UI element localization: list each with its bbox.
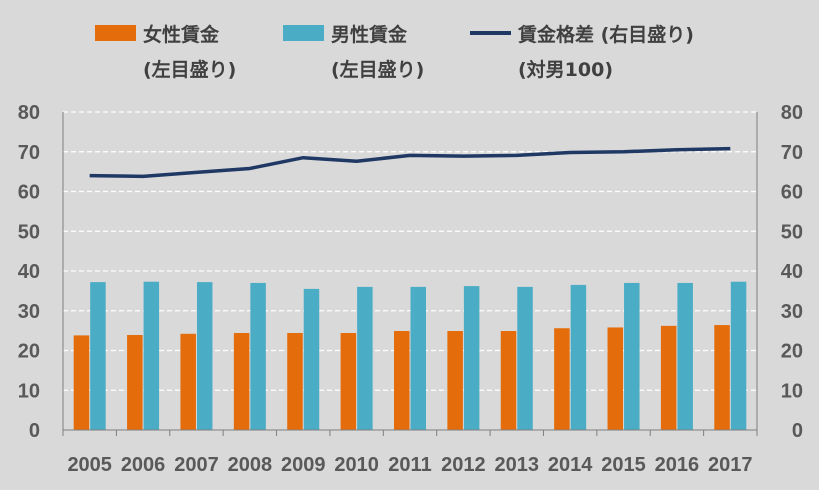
x-tick-label-2009: 2009 <box>281 454 326 476</box>
bar-male-2005 <box>90 282 106 430</box>
bar-male-2017 <box>730 281 747 430</box>
bar-female-2010 <box>340 333 357 430</box>
y-right-tick-40: 40 <box>781 261 803 283</box>
legend-sublabel-male: (左目盛り) <box>331 58 424 81</box>
y-left-tick-60: 60 <box>18 182 40 204</box>
y-right-tick-50: 50 <box>781 221 803 243</box>
x-tick-label-2005: 2005 <box>67 454 112 476</box>
y-right-tick-60: 60 <box>781 182 803 204</box>
y-left-tick-80: 80 <box>18 102 40 124</box>
x-tick-label-2011: 2011 <box>388 454 431 476</box>
bar-male-2010 <box>357 286 373 430</box>
x-tick-label-2016: 2016 <box>655 454 700 476</box>
bar-female-2012 <box>447 331 463 430</box>
bar-male-2015 <box>624 282 640 430</box>
y-left-tick-10: 10 <box>18 380 40 402</box>
bar-female-2009 <box>287 333 303 430</box>
x-tick-label-2010: 2010 <box>334 454 379 476</box>
y-right-tick-20: 20 <box>781 341 803 363</box>
x-tick-label-2008: 2008 <box>228 454 273 476</box>
axes: 0 10 20 30 40 50 60 70 80 0 10 20 30 40 50 60 70 80 2005 20… <box>18 102 803 476</box>
bar-female-2013 <box>500 331 517 430</box>
y-right-tick-10: 10 <box>781 380 803 402</box>
y-left-tick-40: 40 <box>18 261 40 283</box>
y-left-tick-20: 20 <box>18 341 40 363</box>
y-right-tick-70: 70 <box>781 142 803 164</box>
x-tick-label-2014: 2014 <box>548 454 593 476</box>
y-left-tick-0: 0 <box>29 420 40 442</box>
bar-female-2015 <box>607 327 624 430</box>
x-tick-label-2017: 2017 <box>708 454 753 476</box>
bar-male-2011 <box>410 286 426 430</box>
x-tick-label-2015: 2015 <box>601 454 646 476</box>
y-left-tick-70: 70 <box>18 142 40 164</box>
x-tick-label-2013: 2013 <box>495 454 540 476</box>
bar-female-2007 <box>180 333 196 430</box>
bar-female-2008 <box>233 333 250 430</box>
y-right-tick-80: 80 <box>781 102 803 124</box>
legend-label-gap: 賃金格差 (右目盛り) <box>517 23 694 46</box>
bar-male-2008 <box>250 282 266 430</box>
bar-male-2009 <box>303 288 320 430</box>
x-tick-label-2012: 2012 <box>441 454 486 476</box>
legend: 女性賃金 (左目盛り) 男性賃金 (左目盛り) 賃金格差 (右目盛り) (対男100) <box>95 23 694 81</box>
bar-male-2016 <box>677 282 693 430</box>
x-tick-label-2006: 2006 <box>121 454 166 476</box>
bar-female-2016 <box>660 325 677 430</box>
bars <box>73 281 747 430</box>
bar-male-2012 <box>463 286 480 430</box>
y-left-tick-50: 50 <box>18 221 40 243</box>
bar-female-2017 <box>714 325 730 430</box>
legend-sublabel-female: (左目盛り) <box>143 58 236 81</box>
y-right-tick-0: 0 <box>792 420 803 442</box>
y-right-tick-30: 30 <box>781 301 803 323</box>
bar-male-2006 <box>143 281 160 430</box>
legend-label-male: 男性賃金 <box>331 23 408 46</box>
y-left-tick-30: 30 <box>18 301 40 323</box>
x-tick-label-2007: 2007 <box>174 454 219 476</box>
line-series <box>89 146 731 179</box>
bar-male-2014 <box>570 284 587 430</box>
bar-male-2007 <box>196 282 213 430</box>
legend-label-female: 女性賃金 <box>143 23 220 46</box>
bar-female-2006 <box>127 334 143 430</box>
legend-swatch-male <box>283 25 324 41</box>
bar-female-2005 <box>73 335 90 430</box>
bar-female-2011 <box>394 331 410 430</box>
legend-sublabel-gap: (対男100) <box>518 58 613 81</box>
legend-swatch-female <box>95 25 136 41</box>
bar-female-2014 <box>554 328 570 430</box>
bar-male-2013 <box>517 286 533 430</box>
